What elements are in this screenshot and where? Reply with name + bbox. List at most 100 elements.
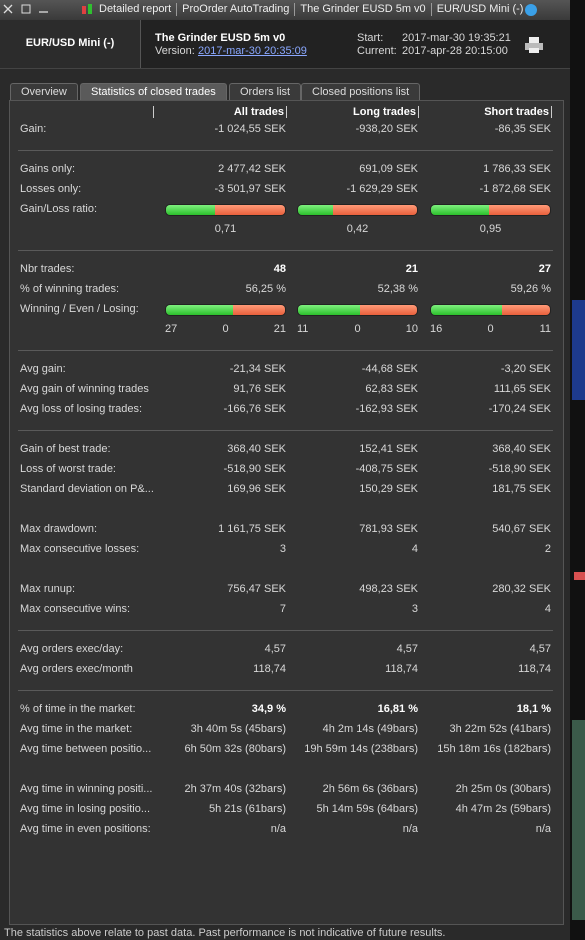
row-value: -86,35 SEK xyxy=(494,123,551,135)
print-button[interactable] xyxy=(524,36,544,54)
winning-segment xyxy=(298,305,361,315)
row-value: -3 501,97 SEK xyxy=(214,183,286,195)
even-count: 0 xyxy=(222,323,229,335)
background-fragment xyxy=(572,300,585,400)
tab[interactable]: Statistics of closed trades xyxy=(80,83,227,100)
footer-note: The statistics above relate to past data… xyxy=(4,927,446,939)
window-title: Detailed report ProOrder AutoTrading The G… xyxy=(94,3,528,16)
row-value: n/a xyxy=(402,823,418,835)
row-label: Avg time in winning positi... xyxy=(20,783,153,795)
row-value: 52,38 % xyxy=(377,283,418,295)
title-item[interactable]: EUR/USD Mini (-) xyxy=(430,3,529,16)
title-item[interactable]: Detailed report xyxy=(99,3,172,15)
row-value: 21 xyxy=(405,263,418,275)
row-value: 3 xyxy=(411,603,418,615)
row-value: -166,76 SEK xyxy=(223,403,286,415)
row-value: -170,24 SEK xyxy=(488,403,551,415)
current-label: Current: xyxy=(357,45,397,57)
row-label: Standard deviation on P&... xyxy=(20,483,154,495)
tab[interactable]: Orders list xyxy=(229,83,302,100)
background-window xyxy=(570,0,585,940)
losing-segment xyxy=(232,305,285,315)
row-value: 781,93 SEK xyxy=(359,523,418,535)
row-value: 2h 37m 40s (32bars) xyxy=(184,783,287,795)
row-label: Avg orders exec/month xyxy=(20,663,133,675)
ratio-bar xyxy=(297,204,418,216)
row-value: 181,75 SEK xyxy=(492,483,551,495)
row-label: Max drawdown: xyxy=(20,523,98,535)
win-even-loss-bar xyxy=(165,304,286,316)
row-label: Avg gain: xyxy=(20,363,66,375)
row-value: 150,29 SEK xyxy=(359,483,418,495)
ratio-value: 0,95 xyxy=(479,223,502,235)
row-label: Avg gain of winning trades xyxy=(20,383,149,395)
row-value: 27 xyxy=(538,263,551,275)
losing-count: 21 xyxy=(273,323,286,335)
row-value: 4,57 xyxy=(264,643,286,655)
row-value: 2 477,42 SEK xyxy=(218,163,286,175)
ratio-bar xyxy=(165,204,286,216)
tab[interactable]: Overview xyxy=(10,83,78,100)
start-label: Start: xyxy=(357,32,384,44)
winning-count: 16 xyxy=(430,323,443,335)
row-value: 118,74 xyxy=(253,663,286,675)
row-value: -21,34 SEK xyxy=(229,363,286,375)
separator xyxy=(18,150,553,151)
row-value: -1 629,29 SEK xyxy=(346,183,418,195)
system-name: The Grinder EUSD 5m v0 xyxy=(155,32,286,44)
column-divider xyxy=(286,106,287,118)
title-item[interactable]: ProOrder AutoTrading xyxy=(176,3,294,16)
row-value: 540,67 SEK xyxy=(492,523,551,535)
window-controls[interactable] xyxy=(3,4,63,16)
row-value: 4,57 xyxy=(396,643,418,655)
row-value: -938,20 SEK xyxy=(355,123,418,135)
column-header: All trades xyxy=(233,106,284,118)
row-value: 111,65 SEK xyxy=(493,383,551,395)
column-divider xyxy=(418,106,419,118)
current-value: 2017-apr-28 20:15:00 xyxy=(402,45,508,57)
row-value: 3h 22m 52s (41bars) xyxy=(449,723,552,735)
row-value: -44,68 SEK xyxy=(361,363,418,375)
winning-count: 11 xyxy=(297,323,309,335)
row-value: 118,74 xyxy=(385,663,418,675)
row-value: 62,83 SEK xyxy=(365,383,418,395)
column-header: Short trades xyxy=(484,106,549,118)
winning-segment xyxy=(166,305,233,315)
tab[interactable]: Closed positions list xyxy=(301,83,421,100)
losing-count: 10 xyxy=(405,323,418,335)
row-value: 48 xyxy=(273,263,286,275)
row-value: 368,40 SEK xyxy=(227,443,286,455)
row-value: 56,25 % xyxy=(245,283,286,295)
row-value: 4 xyxy=(544,603,551,615)
title-item[interactable]: The Grinder EUSD 5m v0 xyxy=(294,3,430,16)
row-value: -162,93 SEK xyxy=(355,403,418,415)
row-label: Avg loss of losing trades: xyxy=(20,403,143,415)
row-value: 1 161,75 SEK xyxy=(218,523,286,535)
background-fragment xyxy=(574,572,585,580)
version-link[interactable]: 2017-mar-30 20:35:09 xyxy=(198,45,307,57)
row-value: 16,81 % xyxy=(377,703,418,715)
row-value: 6h 50m 32s (80bars) xyxy=(184,743,287,755)
row-value: 756,47 SEK xyxy=(227,583,286,595)
row-label: Avg time in even positions: xyxy=(20,823,151,835)
row-value: 15h 18m 16s (182bars) xyxy=(437,743,551,755)
start-value: 2017-mar-30 19:35:21 xyxy=(402,32,511,44)
loss-segment xyxy=(333,205,417,215)
row-value: -518,90 SEK xyxy=(223,463,286,475)
row-value: 19h 59m 14s (238bars) xyxy=(304,743,418,755)
row-value: 1 786,33 SEK xyxy=(483,163,551,175)
win-even-loss-bar xyxy=(297,304,418,316)
separator xyxy=(18,630,553,631)
column-header: Long trades xyxy=(353,106,416,118)
row-label: Avg orders exec/day: xyxy=(20,643,124,655)
row-label: Max consecutive wins: xyxy=(20,603,131,615)
row-value: 691,09 SEK xyxy=(359,163,418,175)
even-count: 0 xyxy=(354,323,361,335)
globe-icon xyxy=(525,4,537,16)
background-fragment xyxy=(572,720,585,920)
separator xyxy=(18,690,553,691)
row-value: 3 xyxy=(279,543,286,555)
ratio-value: 0,42 xyxy=(346,223,369,235)
row-value: 34,9 % xyxy=(251,703,286,715)
loss-segment xyxy=(215,205,285,215)
